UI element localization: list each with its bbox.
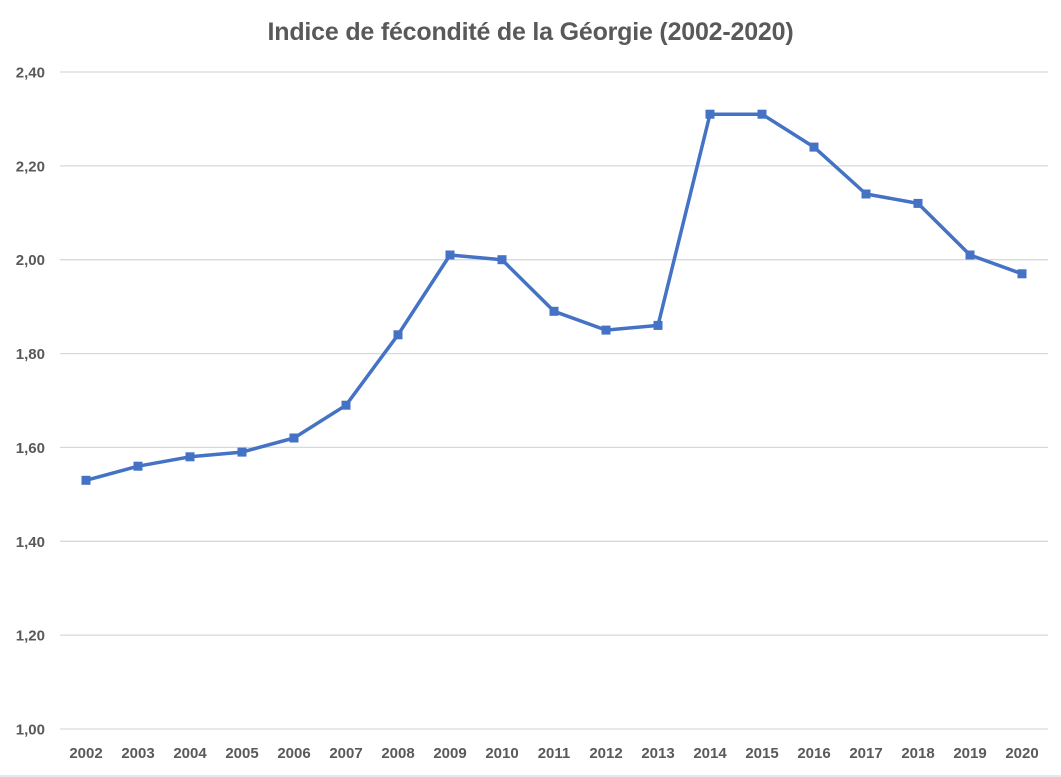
y-axis-tick-label: 1,60 xyxy=(16,440,45,457)
x-axis-tick-label: 2013 xyxy=(641,745,674,762)
x-axis-tick-label: 2010 xyxy=(485,745,518,762)
fertility-line-series xyxy=(84,112,1024,483)
data-point-marker xyxy=(497,255,507,265)
x-axis-tick-label: 2018 xyxy=(901,745,934,762)
x-axis-tick-label: 2014 xyxy=(693,745,727,762)
y-axis-tick-label: 2,20 xyxy=(16,158,45,175)
data-point-marker xyxy=(601,325,611,335)
chart-title: Indice de fécondité de la Géorgie (2002-… xyxy=(267,18,794,46)
y-axis-tick-label: 2,40 xyxy=(16,65,45,82)
data-point-marker xyxy=(185,452,195,462)
y-axis-tick-label: 1,40 xyxy=(16,534,45,551)
data-point-marker xyxy=(965,250,975,260)
x-axis-tick-label: 2019 xyxy=(953,745,986,762)
x-axis-tick-label: 2004 xyxy=(173,745,207,762)
x-axis-tick-label: 2015 xyxy=(745,745,778,762)
x-axis-tick-label: 2008 xyxy=(381,745,414,762)
data-point-marker xyxy=(549,306,559,316)
data-point-marker xyxy=(341,400,351,410)
x-axis-tick-label: 2005 xyxy=(225,745,258,762)
x-axis-tick-label: 2003 xyxy=(121,745,154,762)
x-axis-tick-label: 2009 xyxy=(433,745,466,762)
data-point-marker xyxy=(289,433,299,443)
x-axis-tick-label: 2017 xyxy=(849,745,882,762)
data-point-marker xyxy=(653,320,663,330)
data-point-marker xyxy=(81,475,91,485)
x-axis-tick-label: 2012 xyxy=(589,745,622,762)
x-axis-tick-label: 2002 xyxy=(69,745,102,762)
x-axis-tick-label: 2006 xyxy=(277,745,310,762)
data-point-marker xyxy=(809,142,819,152)
data-point-marker xyxy=(757,109,767,119)
y-axis-tick-label: 2,00 xyxy=(16,252,45,269)
data-point-marker xyxy=(445,250,455,260)
data-point-marker xyxy=(1017,269,1027,279)
y-axis-tick-label: 1,20 xyxy=(16,628,45,645)
data-point-marker xyxy=(237,447,247,457)
data-point-marker xyxy=(861,189,871,199)
x-axis-tick-label: 2020 xyxy=(1005,745,1038,762)
data-point-marker xyxy=(393,330,403,340)
data-point-marker xyxy=(913,198,923,208)
x-axis-tick-label: 2011 xyxy=(538,745,571,762)
data-point-marker xyxy=(705,109,715,119)
data-point-marker xyxy=(133,461,143,471)
y-axis-tick-label: 1,80 xyxy=(16,346,45,363)
y-axis-tick-label: 1,00 xyxy=(16,722,45,739)
x-axis-tick-label: 2016 xyxy=(797,745,830,762)
x-axis-tick-label: 2007 xyxy=(329,745,362,762)
chart-border xyxy=(0,775,1061,777)
